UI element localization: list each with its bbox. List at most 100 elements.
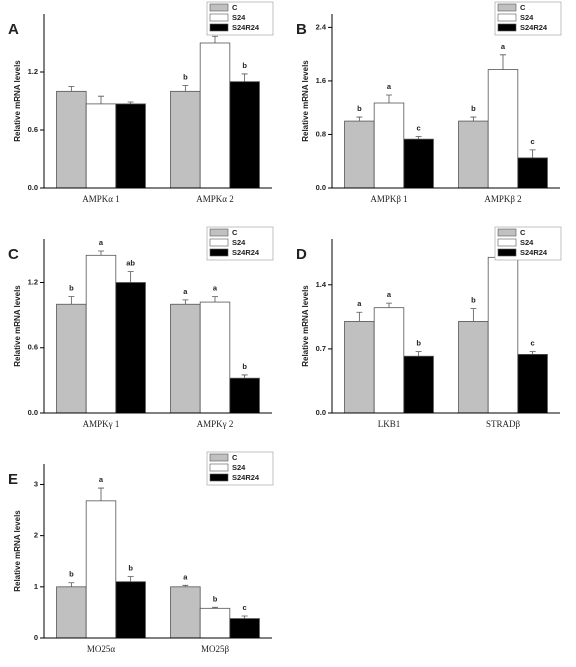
legend-swatch xyxy=(209,228,229,237)
legend-label: S24R24 xyxy=(520,23,548,32)
legend-label: S24R24 xyxy=(232,473,260,482)
y-axis-label: Relative mRNA levels xyxy=(13,285,22,367)
panel-label: E xyxy=(8,471,18,488)
bar xyxy=(56,303,87,414)
panel: E Relative mRNA levels 0 1 2 3 MO25α b a b MO25β a b… xyxy=(8,451,274,654)
y-tick-label: 1.6 xyxy=(316,76,326,85)
legend-label: S24R24 xyxy=(232,23,260,32)
error-bar xyxy=(241,615,248,619)
error-bar xyxy=(529,351,536,355)
legend-swatch xyxy=(497,248,517,257)
bar xyxy=(344,321,375,414)
y-tick-label: 1.2 xyxy=(28,277,38,286)
bar xyxy=(373,102,405,189)
significance-letter: b xyxy=(69,570,74,579)
error-bar xyxy=(212,35,218,43)
error-bar xyxy=(68,582,75,587)
error-bar xyxy=(386,94,392,104)
legend-swatch xyxy=(497,228,517,237)
bar xyxy=(115,282,146,414)
error-bar xyxy=(98,487,104,501)
panel-label: B xyxy=(296,21,307,38)
panel-label: D xyxy=(296,246,307,263)
significance-letter: b xyxy=(471,104,476,113)
error-bar xyxy=(127,271,134,283)
y-tick-label: 0.8 xyxy=(316,129,326,138)
y-tick-label: 0.6 xyxy=(28,125,38,134)
panel-label: C xyxy=(8,246,19,263)
error-bar xyxy=(98,95,104,104)
error-bar xyxy=(415,136,422,140)
significance-letter: a xyxy=(357,299,362,308)
significance-letter: a xyxy=(183,572,188,581)
bar xyxy=(229,377,260,414)
panel: A Relative mRNA levels 0.0 0.6 1.2 AMPKα 1 AMP… xyxy=(8,1,274,204)
panel: B Relative mRNA levels 0.0 0.8 1.6 2.4 AMPKβ 1… xyxy=(296,1,562,204)
legend-label: S24 xyxy=(232,13,246,22)
significance-letter: c xyxy=(417,123,421,132)
significance-letter: b xyxy=(128,564,133,573)
error-bar xyxy=(182,584,189,587)
bar xyxy=(487,256,519,414)
legend-swatch xyxy=(209,23,229,32)
y-axis-label: Relative mRNA levels xyxy=(13,60,22,142)
bar xyxy=(85,103,117,189)
error-bar xyxy=(68,86,75,92)
legend-label: S24 xyxy=(232,238,246,247)
legend-swatch xyxy=(497,23,517,32)
significance-letter: b xyxy=(242,362,247,371)
error-bar xyxy=(470,308,477,322)
y-tick-label: 0.7 xyxy=(316,344,326,353)
x-tick-label: MO25α xyxy=(87,644,116,654)
bar xyxy=(229,618,260,639)
error-bar xyxy=(127,101,134,104)
bar xyxy=(487,69,519,189)
legend-label: C xyxy=(520,228,526,237)
error-bar xyxy=(356,116,363,122)
error-bar xyxy=(529,149,536,158)
significance-letter: a xyxy=(99,475,104,484)
bar xyxy=(199,301,231,414)
y-tick-label: 0 xyxy=(34,633,38,642)
bar xyxy=(170,90,201,189)
x-tick-label: AMPKβ 1 xyxy=(370,194,407,204)
bar xyxy=(517,157,548,189)
error-bar xyxy=(182,299,189,305)
y-axis-label: Relative mRNA levels xyxy=(301,60,310,142)
bar xyxy=(344,120,375,189)
bar xyxy=(85,500,117,639)
error-bar xyxy=(356,311,363,322)
legend-swatch xyxy=(209,238,229,247)
panel: D Relative mRNA levels 0.0 0.7 1.4 LKB1 a a b STR… xyxy=(296,226,562,429)
legend-label: S24R24 xyxy=(232,248,260,257)
legend-label: C xyxy=(232,228,238,237)
y-tick-label: 1.4 xyxy=(316,280,327,289)
bar xyxy=(115,581,146,639)
y-tick-label: 0.0 xyxy=(28,408,38,417)
y-tick-label: 2 xyxy=(34,531,38,540)
legend-swatch xyxy=(209,463,229,472)
legend-label: S24 xyxy=(232,463,246,472)
bar xyxy=(115,103,146,189)
error-bar xyxy=(241,374,248,379)
error-bar xyxy=(212,296,218,303)
y-tick-label: 3 xyxy=(34,479,38,488)
significance-letter: b xyxy=(183,73,188,82)
bar xyxy=(403,138,434,189)
significance-letter: a xyxy=(213,284,218,293)
error-bar xyxy=(415,351,422,357)
bar xyxy=(56,586,87,639)
significance-letter: b xyxy=(242,61,247,70)
legend-swatch xyxy=(497,3,517,12)
panel-label: A xyxy=(8,21,19,38)
panel: C Relative mRNA levels 0.0 0.6 1.2 AMPKγ 1 b a a… xyxy=(8,226,274,429)
error-bar xyxy=(127,576,134,582)
y-tick-label: 0.0 xyxy=(316,183,326,192)
bar xyxy=(373,307,405,414)
axes xyxy=(43,464,272,639)
legend-label: S24 xyxy=(520,13,534,22)
legend-label: S24 xyxy=(520,238,534,247)
error-bar xyxy=(386,302,392,308)
legend-label: C xyxy=(232,453,238,462)
